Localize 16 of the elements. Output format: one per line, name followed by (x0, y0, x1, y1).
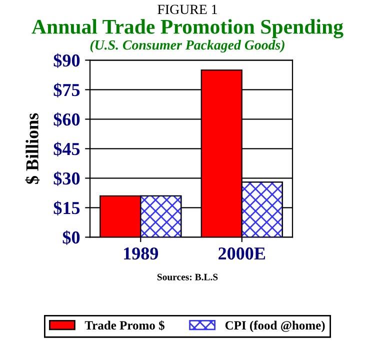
caption: FIGURE 1 (158, 4, 217, 14)
y-tick-label: $30 (54, 171, 80, 186)
chart-subtitle: (U.S. Consumer Packaged Goods) (90, 40, 284, 53)
legend-label: Trade Promo $ (84, 320, 164, 330)
chart-title: Annual Trade Promotion Spending (32, 19, 344, 38)
x-tick-label: 2000E (218, 247, 266, 260)
y-tick-label: $15 (54, 200, 80, 216)
source-note: Sources: B.L.S (157, 274, 218, 280)
x-tick-label: 1989 (124, 247, 158, 260)
y-axis-title: $ Billions (25, 113, 40, 184)
y-tick-label: $0 (62, 230, 80, 245)
legend-label: CPI (food @home) (225, 320, 325, 332)
y-tick-label: $75 (54, 82, 80, 98)
y-tick-label: $45 (54, 142, 80, 156)
y-tick-label: $90 (54, 53, 80, 68)
y-tick-label: $60 (54, 112, 80, 127)
